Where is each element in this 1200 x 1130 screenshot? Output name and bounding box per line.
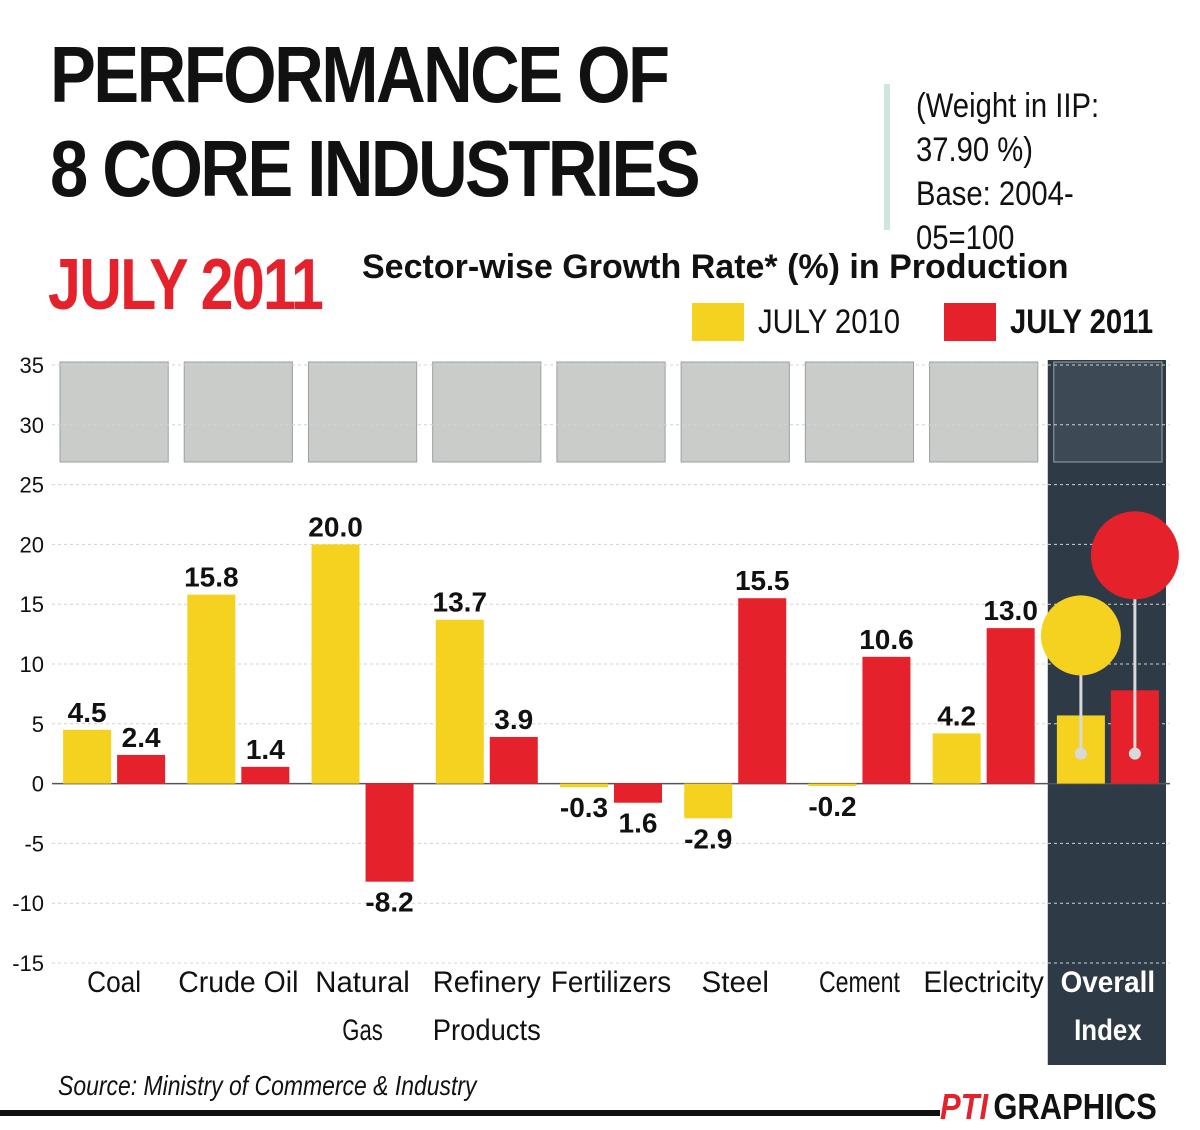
note-divider <box>884 84 890 230</box>
chart-subtitle: Sector-wise Growth Rate* (%) in Producti… <box>362 248 1069 286</box>
title-line-2: 8 CORE INDUSTRIES <box>50 124 701 213</box>
callout-bubble <box>1090 511 1179 600</box>
note-line-3: Base: 2004-05=100 <box>916 175 1074 257</box>
y-tick-label: -5 <box>24 831 44 856</box>
bar-july-2010-2 <box>311 544 360 784</box>
pti-logo: PTI <box>940 1086 989 1127</box>
category-label: Gas <box>342 1014 383 1047</box>
data-label: 2.4 <box>122 722 161 753</box>
y-tick-label: -15 <box>12 951 44 976</box>
legend-item-july-2010: JULY 2010 <box>692 300 923 344</box>
bar-july-2011-1 <box>241 766 290 784</box>
data-label: 4.2 <box>937 700 976 731</box>
data-label: 15.8 <box>184 562 239 593</box>
sector-photo-1 <box>183 361 293 463</box>
category-label: Natural <box>315 966 410 999</box>
data-label: 10.6 <box>859 624 914 655</box>
sector-photo-7 <box>929 361 1039 463</box>
y-tick-label: 30 <box>20 413 44 438</box>
bar-july-2010-3 <box>435 619 484 784</box>
y-tick-label: 0 <box>32 772 44 797</box>
category-label: Index <box>1074 1014 1142 1047</box>
sector-photo-4 <box>556 361 666 463</box>
period-label: JULY 2011 <box>48 245 324 325</box>
y-tick-label: 20 <box>20 532 44 557</box>
note-line-2: 37.90 %) <box>916 131 1034 169</box>
data-label: 13.0 <box>983 595 1038 626</box>
y-tick-label: -10 <box>12 891 44 916</box>
note-line-1: (Weight in IIP: <box>916 87 1100 125</box>
data-label: 1.4 <box>246 734 285 765</box>
bar-july-2011-4 <box>614 783 662 803</box>
sector-photo-5 <box>680 361 790 463</box>
data-label: -2.9 <box>684 823 732 854</box>
bar-july-2011-7 <box>986 628 1035 784</box>
data-label: 4.5 <box>68 697 107 728</box>
category-label: Crude Oil <box>178 966 298 999</box>
weight-note: (Weight in IIP: 37.90 %) Base: 2004-05=1… <box>916 84 1160 260</box>
sector-photo-3 <box>432 361 542 463</box>
title-line-1: PERFORMANCE OF <box>50 30 670 119</box>
bar-july-2010-6 <box>808 783 857 786</box>
category-label: Fertilizers <box>551 966 671 999</box>
legend-item-july-2011: JULY 2011 <box>944 300 1176 344</box>
category-label: Products <box>433 1014 541 1047</box>
bar-july-2011-2 <box>365 783 414 882</box>
category-label: Coal <box>87 966 141 999</box>
legend-swatch-july-2011 <box>944 303 996 341</box>
bar-july-2011-5 <box>738 598 787 784</box>
data-label: -8.2 <box>365 887 413 918</box>
sector-photo-2 <box>307 361 418 463</box>
category-label: Cement <box>819 966 901 999</box>
bar-chart: 35 30 25 20 15 10 5 0 -5 -10 -15 4.5 15.8 20.0 13.7 -0.… <box>12 353 1179 1065</box>
bar-july-2010-1 <box>187 594 236 784</box>
data-label: 20.0 <box>308 511 363 542</box>
source-note: Source: Ministry of Commerce & Industry <box>58 1070 477 1101</box>
sector-photo-0 <box>59 361 169 463</box>
legend-swatch-july-2010 <box>692 303 744 341</box>
y-tick-label: 35 <box>20 353 44 378</box>
category-label: Refinery <box>433 966 541 999</box>
data-label: 3.9 <box>494 704 533 735</box>
data-label: -0.3 <box>560 792 608 823</box>
category-label: Electricity <box>924 966 1044 999</box>
data-label: 13.7 <box>433 587 488 618</box>
chart-title: PERFORMANCE OF 8 CORE INDUSTRIES <box>50 28 701 216</box>
data-label: 1.6 <box>619 808 658 839</box>
y-tick-label: 25 <box>20 473 44 498</box>
data-label: -0.2 <box>808 791 856 822</box>
bar-july-2010-0 <box>63 729 112 784</box>
data-label: 15.5 <box>735 565 790 596</box>
sector-photo-6 <box>804 361 915 463</box>
bar-july-2010-5 <box>684 783 733 819</box>
bar-july-2011-0 <box>117 754 166 784</box>
callout-bubble <box>1040 595 1121 676</box>
legend-label-july-2011: JULY 2011 <box>1010 302 1154 341</box>
category-label: Overall <box>1061 966 1156 999</box>
credit-text: GRAPHICS <box>993 1086 1157 1127</box>
bar-july-2011-3 <box>489 736 538 784</box>
sector-photo-8 <box>1053 361 1163 463</box>
y-tick-label: 10 <box>20 652 44 677</box>
y-tick-label: 5 <box>32 712 44 737</box>
category-label: Steel <box>701 966 769 999</box>
pti-graphics-credit: PTI GRAPHICS <box>940 1086 1157 1128</box>
bar-july-2011-6 <box>862 656 911 784</box>
credit-rule <box>0 1110 940 1116</box>
callout-dot <box>1074 747 1087 760</box>
legend-label-july-2010: JULY 2010 <box>758 302 900 341</box>
callout-dot <box>1128 747 1141 760</box>
bar-july-2010-7 <box>932 733 981 784</box>
bar-july-2010-4 <box>560 783 608 788</box>
y-tick-label: 15 <box>20 592 44 617</box>
